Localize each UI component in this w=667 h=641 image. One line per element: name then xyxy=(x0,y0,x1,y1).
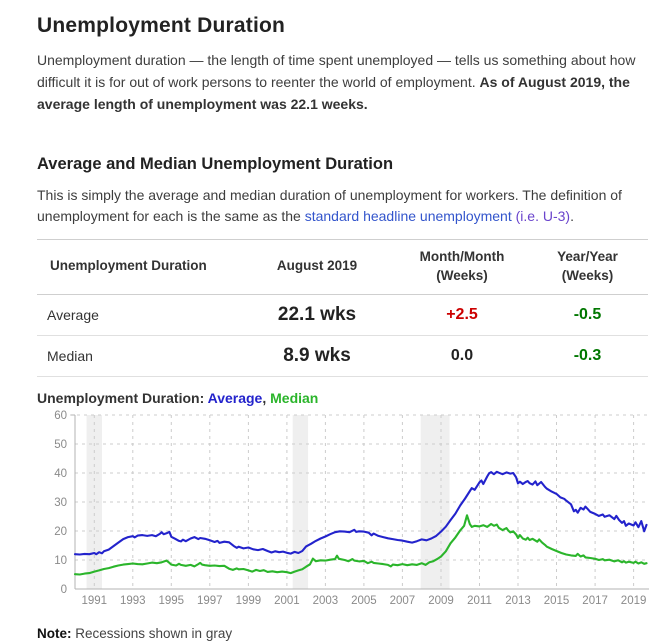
col-header-august-2019: August 2019 xyxy=(237,239,397,295)
y-tick-label: 60 xyxy=(54,410,67,422)
u3-link[interactable]: (i.e. U-3) xyxy=(515,208,571,224)
chart-note: Note: Recessions shown in gray xyxy=(37,626,648,641)
y-tick-label: 30 xyxy=(54,497,67,509)
x-tick-label: 2019 xyxy=(621,595,647,607)
x-tick-label: 2013 xyxy=(505,595,531,607)
col-header-metric: Unemployment Duration xyxy=(37,239,237,295)
col-header-year-year: Year/Year (Weeks) xyxy=(527,239,648,295)
x-tick-label: 2015 xyxy=(544,595,570,607)
median-mom-change: 0.0 xyxy=(397,335,527,377)
row-label-median: Median xyxy=(37,335,237,377)
x-tick-label: 2001 xyxy=(274,595,300,607)
col-header-month-month-line2: (Weeks) xyxy=(436,267,488,283)
col-header-month-month: Month/Month (Weeks) xyxy=(397,239,527,295)
x-tick-label: 2017 xyxy=(582,595,608,607)
median-current-value: 8.9 wks xyxy=(237,335,397,377)
x-tick-label: 1991 xyxy=(82,595,108,607)
table-header-row: Unemployment Duration August 2019 Month/… xyxy=(37,239,648,295)
x-tick-label: 2003 xyxy=(313,595,339,607)
y-tick-label: 40 xyxy=(54,468,67,480)
duration-table: Unemployment Duration August 2019 Month/… xyxy=(37,239,648,377)
legend-average: Average xyxy=(204,389,263,406)
page-title: Unemployment Duration xyxy=(37,14,286,37)
y-tick-label: 0 xyxy=(61,584,67,596)
intro-text: Unemployment duration — the length of ti… xyxy=(37,52,636,90)
median-yoy-change: -0.3 xyxy=(527,335,648,377)
col-header-year-year-line2: (Weeks) xyxy=(561,267,614,283)
note-label: Note: xyxy=(37,625,72,641)
x-tick-label: 2011 xyxy=(467,595,492,607)
x-tick-label: 1999 xyxy=(236,595,262,607)
standard-headline-unemployment-link[interactable]: standard headline unemployment xyxy=(304,208,512,224)
x-tick-label: 1995 xyxy=(159,595,185,607)
section-desc-period: . xyxy=(570,208,574,224)
intro-bold-text: As of August 2019, the average length of… xyxy=(37,74,630,112)
note-text: Recessions shown in gray xyxy=(71,625,233,641)
x-tick-label: 2007 xyxy=(390,595,416,607)
legend-separator: , xyxy=(262,389,267,406)
x-tick-label: 1997 xyxy=(197,595,223,607)
section-description: This is simply the average and median du… xyxy=(37,185,641,227)
section-heading: Average and Median Unemployment Duration xyxy=(37,155,394,173)
average-current-value: 22.1 wks xyxy=(237,294,397,336)
duration-chart: 0 10 20 30 40 50 60 1991 1993 1995 1997 1999 2001 200… xyxy=(54,410,649,607)
col-header-year-year-line1: Year/Year xyxy=(557,249,618,264)
table-row-median: Median 8.9 wks 0.0 -0.3 xyxy=(37,335,648,377)
y-tick-label: 50 xyxy=(54,439,67,451)
section-desc-text: This is simply the average and median du… xyxy=(37,187,622,224)
y-tick-label: 20 xyxy=(54,526,67,538)
chart-title-label: Unemployment Duration: xyxy=(37,389,205,406)
average-mom-change: +2.5 xyxy=(397,294,527,336)
legend-median: Median xyxy=(266,389,319,406)
intro-paragraph: Unemployment duration — the length of ti… xyxy=(37,49,641,115)
col-header-month-month-line1: Month/Month xyxy=(419,249,505,264)
x-tick-label: 2005 xyxy=(351,595,377,607)
x-tick-label: 1993 xyxy=(120,595,146,607)
average-yoy-change: -0.5 xyxy=(527,294,648,336)
series-line-median xyxy=(73,514,648,576)
table-row-average: Average 22.1 wks +2.5 -0.5 xyxy=(37,294,648,336)
x-tick-label: 2009 xyxy=(428,595,454,607)
row-label-average: Average xyxy=(37,294,237,336)
chart-title: Unemployment Duration: Average, Median xyxy=(37,390,648,406)
y-tick-label: 10 xyxy=(54,555,67,567)
series-line-average xyxy=(73,470,648,556)
